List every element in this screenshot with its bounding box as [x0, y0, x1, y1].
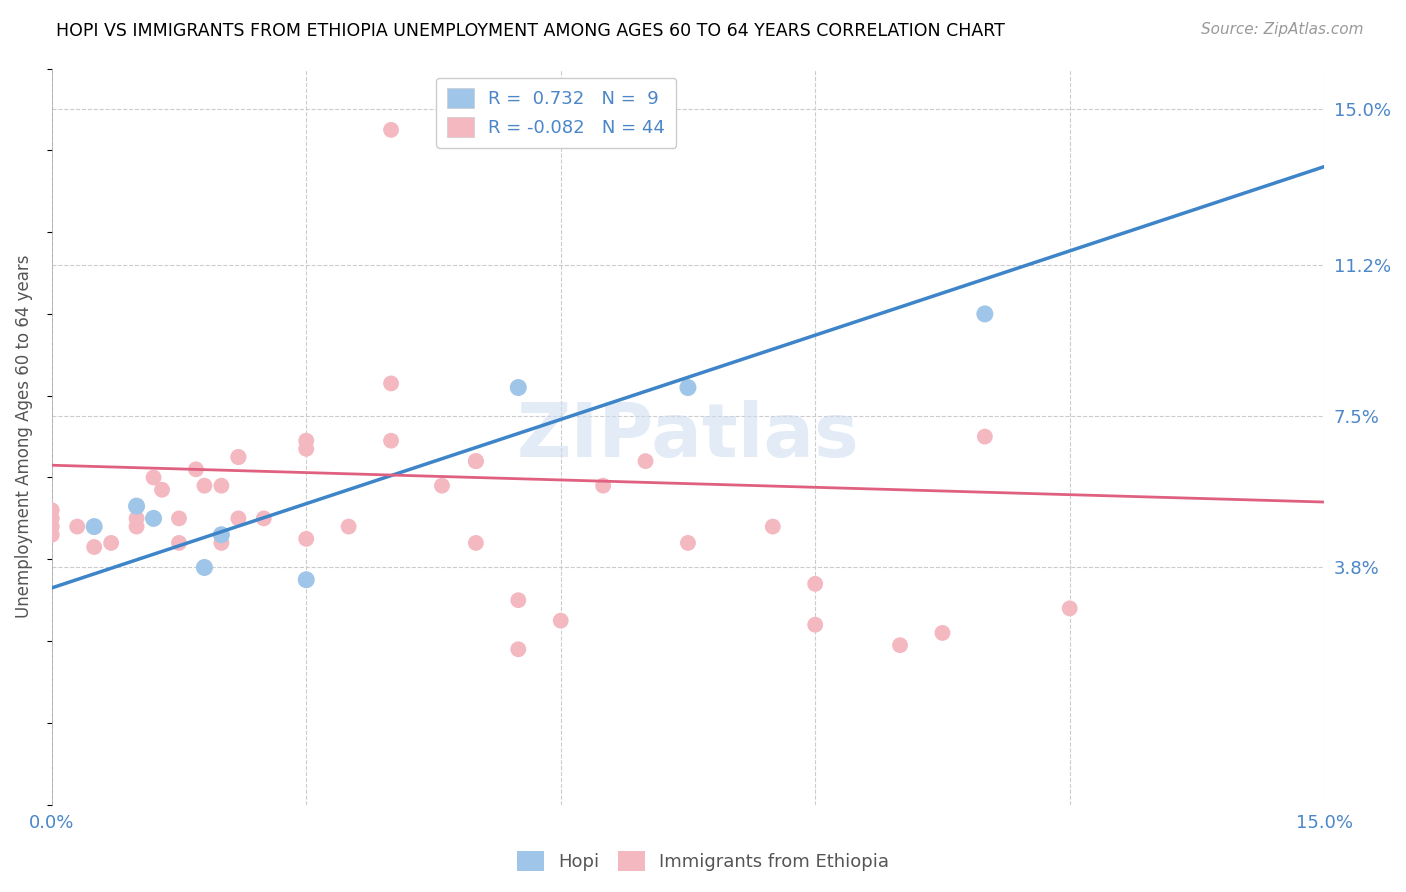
Point	[508, 642, 530, 657]
Point	[889, 638, 911, 652]
Point	[100, 536, 122, 550]
Point	[41, 503, 63, 517]
Point	[464, 454, 486, 468]
Point	[228, 511, 250, 525]
Point	[337, 519, 360, 533]
Point	[295, 442, 318, 456]
Point	[142, 470, 165, 484]
Point	[508, 380, 530, 394]
Point	[209, 536, 232, 550]
Point	[142, 511, 165, 525]
Point	[167, 536, 190, 550]
Point	[676, 380, 699, 394]
Point	[931, 626, 953, 640]
Point	[209, 478, 232, 492]
Point	[804, 577, 827, 591]
Text: Source: ZipAtlas.com: Source: ZipAtlas.com	[1201, 22, 1364, 37]
Point	[41, 511, 63, 525]
Point	[83, 540, 105, 554]
Point	[228, 450, 250, 464]
Point	[508, 593, 530, 607]
Point	[253, 511, 276, 525]
Y-axis label: Unemployment Among Ages 60 to 64 years: Unemployment Among Ages 60 to 64 years	[15, 255, 32, 618]
Point	[464, 454, 486, 468]
Point	[973, 307, 995, 321]
Point	[83, 519, 105, 533]
Point	[150, 483, 173, 497]
Point	[125, 511, 148, 525]
Point	[464, 536, 486, 550]
Point	[295, 573, 318, 587]
Point	[228, 450, 250, 464]
Text: HOPI VS IMMIGRANTS FROM ETHIOPIA UNEMPLOYMENT AMONG AGES 60 TO 64 YEARS CORRELAT: HOPI VS IMMIGRANTS FROM ETHIOPIA UNEMPLO…	[56, 22, 1005, 40]
Point	[550, 614, 572, 628]
Point	[66, 519, 89, 533]
Point	[1059, 601, 1081, 615]
Point	[676, 536, 699, 550]
Point	[295, 532, 318, 546]
Point	[193, 478, 215, 492]
Point	[380, 376, 402, 391]
Point	[41, 519, 63, 533]
Point	[125, 519, 148, 533]
Point	[592, 478, 614, 492]
Point	[184, 462, 207, 476]
Legend: R =  0.732   N =  9, R = -0.082   N = 44: R = 0.732 N = 9, R = -0.082 N = 44	[436, 78, 676, 148]
Text: ZIPatlas: ZIPatlas	[516, 401, 859, 473]
Point	[762, 519, 785, 533]
Legend: Hopi, Immigrants from Ethiopia: Hopi, Immigrants from Ethiopia	[509, 844, 897, 879]
Point	[430, 478, 453, 492]
Point	[380, 434, 402, 448]
Point	[209, 527, 232, 541]
Point	[41, 527, 63, 541]
Point	[804, 617, 827, 632]
Point	[380, 123, 402, 137]
Point	[295, 434, 318, 448]
Point	[125, 499, 148, 513]
Point	[193, 560, 215, 574]
Point	[167, 511, 190, 525]
Point	[973, 429, 995, 443]
Point	[634, 454, 657, 468]
